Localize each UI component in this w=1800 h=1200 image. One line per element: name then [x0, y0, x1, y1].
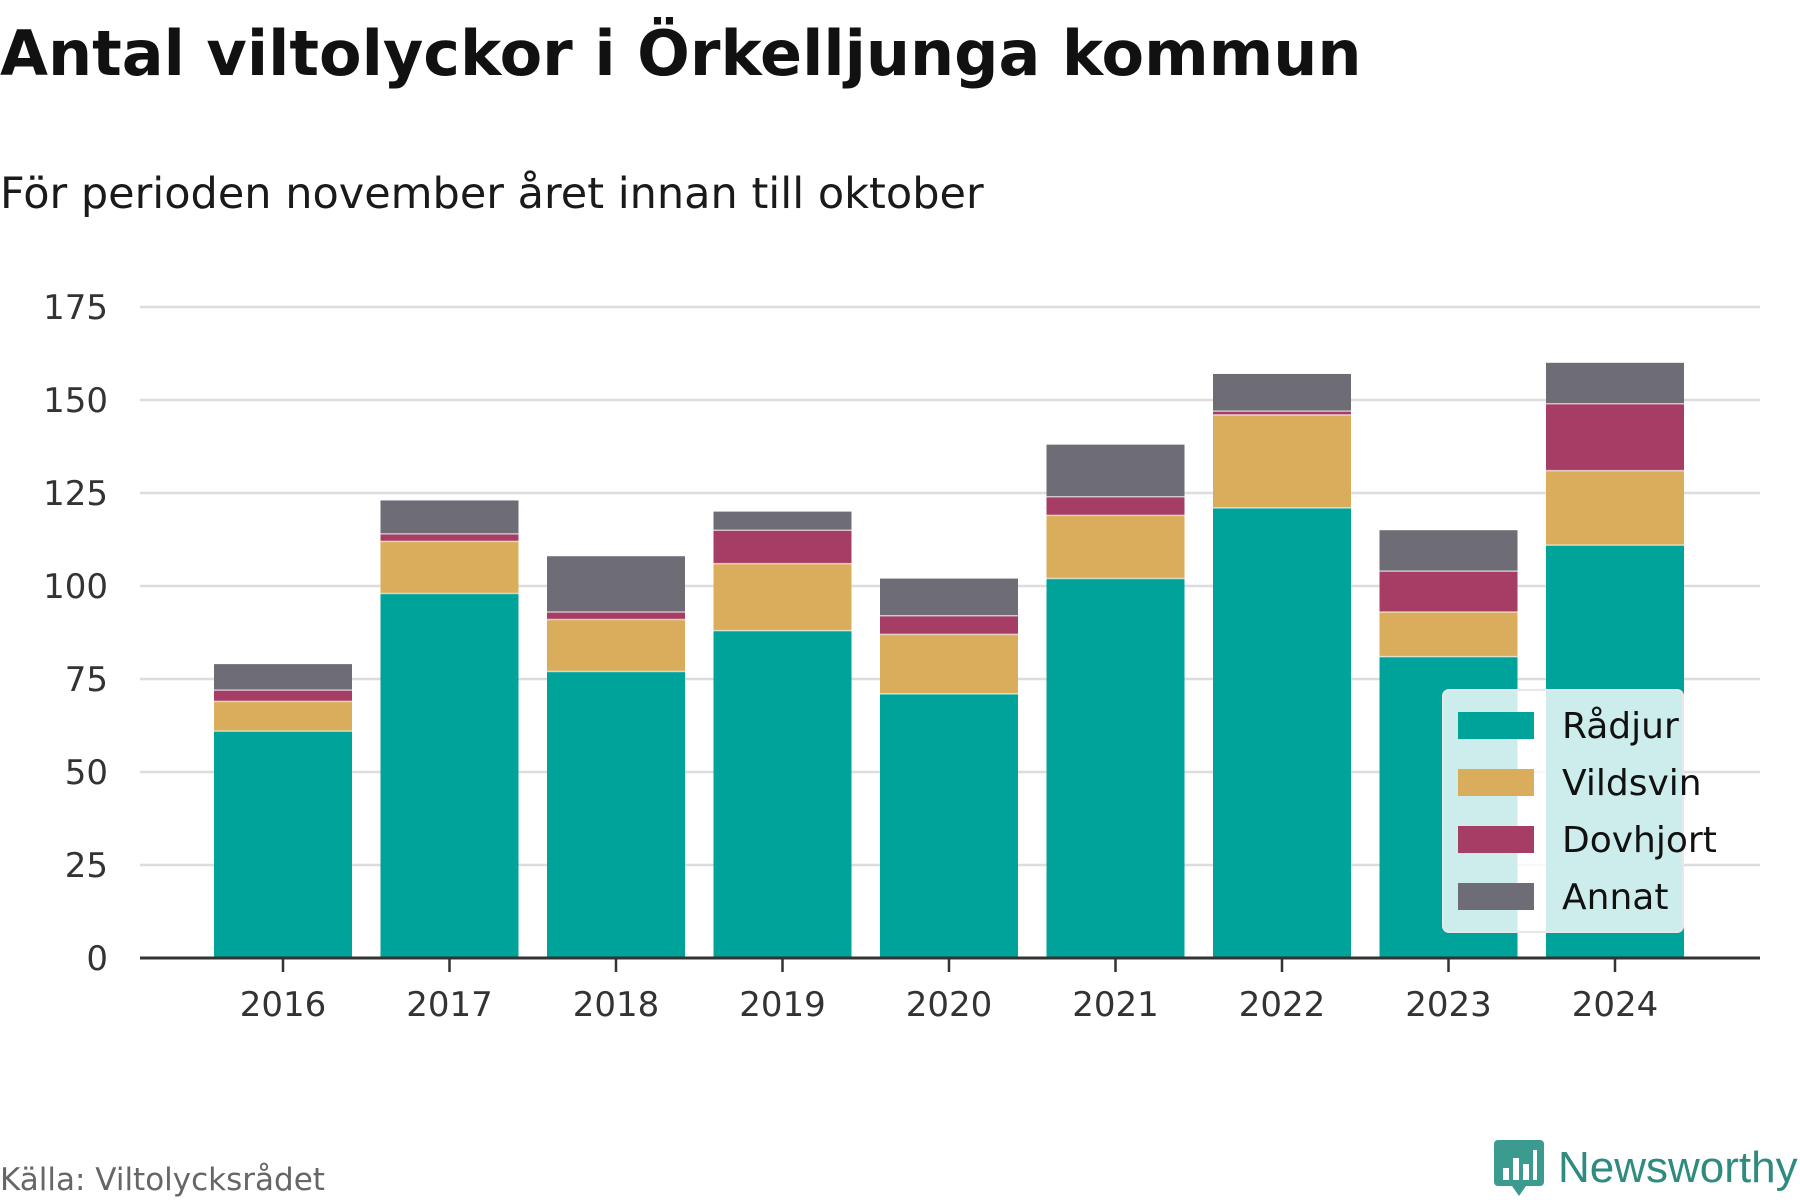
legend-swatch [1458, 712, 1534, 739]
y-tick-label: 50 [65, 753, 108, 793]
bar-segment-dovhjort [880, 615, 1018, 635]
legend-label: Rådjur [1562, 706, 1679, 747]
legend-item-dovhjort: Dovhjort [1458, 820, 1717, 861]
bar-segment-rådjur [1213, 507, 1351, 958]
y-tick-label: 125 [43, 474, 108, 514]
brand-logo[interactable]: Newsworthy [1494, 1140, 1798, 1196]
x-axis: 2016 2017 2018 2019 2020 2021 2022 2023 2024 [140, 956, 1760, 1025]
legend-item-annat: Annat [1458, 877, 1668, 918]
y-tick-label: 175 [43, 288, 108, 328]
legend-swatch [1458, 826, 1534, 853]
brand-name: Newsworthy [1558, 1143, 1798, 1192]
chart-subtitle: För perioden november året innan till ok… [0, 169, 984, 219]
bar-segment-dovhjort [713, 530, 852, 564]
x-tick-label: 2024 [1572, 985, 1659, 1025]
bar-segment-annat [1046, 444, 1185, 497]
y-tick-label: 25 [65, 846, 108, 886]
bar-segment-annat [380, 500, 519, 534]
bar-stack-2022 [1213, 373, 1351, 958]
legend-item-rådjur: Rådjur [1458, 706, 1679, 747]
legend-label: Vildsvin [1562, 763, 1702, 804]
bar-segment-vildsvin [1213, 414, 1351, 508]
bar-segment-dovhjort [1546, 403, 1684, 471]
y-axis-ticks: 0 25 50 75 100 125 150 175 [43, 288, 108, 979]
bar-segment-dovhjort [1213, 411, 1351, 415]
bar-segment-dovhjort [547, 612, 685, 620]
bar-segment-dovhjort [1379, 571, 1518, 613]
bar-stack-2017 [380, 500, 519, 958]
legend-label: Dovhjort [1562, 820, 1717, 861]
x-tick-label: 2022 [1239, 985, 1326, 1025]
bar-segment-annat [880, 578, 1018, 616]
bar-segment-vildsvin [1546, 470, 1684, 546]
bar-chart-logo-icon [1494, 1140, 1544, 1196]
legend: Rådjur Vildsvin Dovhjort Annat [1442, 689, 1717, 933]
bar-segment-annat [547, 556, 685, 613]
bar-segment-annat [1379, 530, 1518, 572]
y-tick-label: 100 [43, 567, 108, 607]
bar-segment-vildsvin [1046, 515, 1185, 579]
bar-segment-dovhjort [1046, 496, 1185, 516]
legend-label: Annat [1562, 877, 1668, 918]
bar-segment-rådjur [1046, 578, 1185, 958]
bar-segment-annat [214, 664, 352, 691]
bar-segment-annat [1546, 362, 1684, 404]
bar-stack-2019 [713, 511, 852, 958]
bar-segment-annat [713, 511, 852, 531]
y-tick-label: 150 [43, 381, 108, 421]
source-note: Källa: Viltolycksrådet [0, 1162, 325, 1198]
bar-segment-rådjur [214, 731, 352, 958]
x-tick-label: 2021 [1072, 985, 1159, 1025]
stacked-bar-chart: 0 25 50 75 100 125 150 175 2016 2017 2018 2019 2020… [43, 288, 1760, 1025]
legend-item-vildsvin: Vildsvin [1458, 763, 1702, 804]
bar-segment-vildsvin [880, 634, 1018, 694]
bar-segment-vildsvin [1379, 612, 1518, 657]
bar-segment-vildsvin [713, 563, 852, 631]
bar-segment-rådjur [880, 693, 1018, 958]
bar-stack-2016 [214, 664, 352, 958]
bar-stack-2018 [547, 556, 685, 958]
bar-stack-2020 [880, 578, 1018, 958]
y-tick-label: 0 [86, 939, 108, 979]
bar-segment-rådjur [713, 630, 852, 958]
bar-segment-vildsvin [380, 541, 519, 594]
bar-segment-dovhjort [214, 690, 352, 702]
x-tick-label: 2018 [573, 985, 660, 1025]
x-tick-label: 2017 [406, 985, 493, 1025]
x-tick-label: 2019 [739, 985, 826, 1025]
legend-swatch [1458, 883, 1534, 910]
bar-segment-dovhjort [380, 533, 519, 542]
x-tick-label: 2023 [1405, 985, 1492, 1025]
bar-stack-2021 [1046, 444, 1185, 958]
bar-segment-vildsvin [547, 619, 685, 672]
chart-title: Antal viltolyckor i Örkelljunga kommun [0, 17, 1362, 90]
bar-segment-vildsvin [214, 701, 352, 732]
legend-swatch [1458, 769, 1534, 796]
legend-box [1442, 689, 1684, 933]
bar-segment-rådjur [380, 593, 519, 958]
y-tick-label: 75 [65, 660, 108, 700]
bar-segment-annat [1213, 373, 1351, 412]
bar-segment-rådjur [547, 671, 685, 958]
x-tick-label: 2020 [906, 985, 993, 1025]
x-tick-label: 2016 [240, 985, 327, 1025]
